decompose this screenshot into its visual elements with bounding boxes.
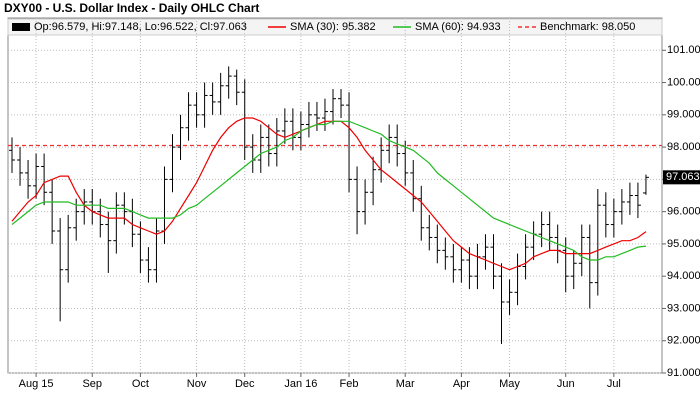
x-tick-label: May xyxy=(499,378,520,390)
x-tick-label: Jul xyxy=(607,378,621,390)
chart-title: DXY00 - U.S. Dollar Index - Daily OHLC C… xyxy=(4,1,259,15)
y-tick-label: 101.000 xyxy=(667,44,700,56)
y-tick-label: 91.000 xyxy=(667,367,700,379)
sma-line xyxy=(11,117,647,271)
legend-label: Op:96.579, Hi:97.148, Lo:96.522, Cl:97.0… xyxy=(34,21,247,33)
x-tick-label: Oct xyxy=(132,378,149,390)
x-tick-label: Aug 15 xyxy=(19,378,54,390)
last-price-label: 97.063 xyxy=(666,171,700,183)
x-tick-label: Mar xyxy=(396,378,415,390)
x-tick-label: Sep xyxy=(82,378,102,390)
y-tick-label: 96.000 xyxy=(667,206,700,218)
x-tick-label: Apr xyxy=(453,378,470,390)
x-tick-label: Nov xyxy=(187,378,207,390)
x-tick-label: Dec xyxy=(235,378,255,390)
sma-line xyxy=(11,120,647,261)
y-tick-label: 99.000 xyxy=(667,109,700,121)
y-tick-label: 93.000 xyxy=(667,302,700,314)
legend-bar xyxy=(7,18,663,36)
last-price-box xyxy=(663,170,700,185)
y-tick-label: 100.000 xyxy=(667,76,700,88)
plot-area xyxy=(7,17,663,374)
y-tick-label: 95.000 xyxy=(667,238,700,250)
y-tick-label: 98.000 xyxy=(667,141,700,153)
y-tick-label: 94.000 xyxy=(667,270,700,282)
legend-label: SMA (30): 95.382 xyxy=(290,21,376,33)
legend-swatch xyxy=(12,23,30,31)
x-tick-label: Feb xyxy=(340,378,359,390)
legend-label: Benchmark: 98.050 xyxy=(540,21,635,33)
y-tick-label: 92.000 xyxy=(667,335,700,347)
x-tick-label: Jan 16 xyxy=(284,378,317,390)
x-tick-label: Jun xyxy=(557,378,575,390)
legend-label: SMA (60): 94.933 xyxy=(415,21,501,33)
